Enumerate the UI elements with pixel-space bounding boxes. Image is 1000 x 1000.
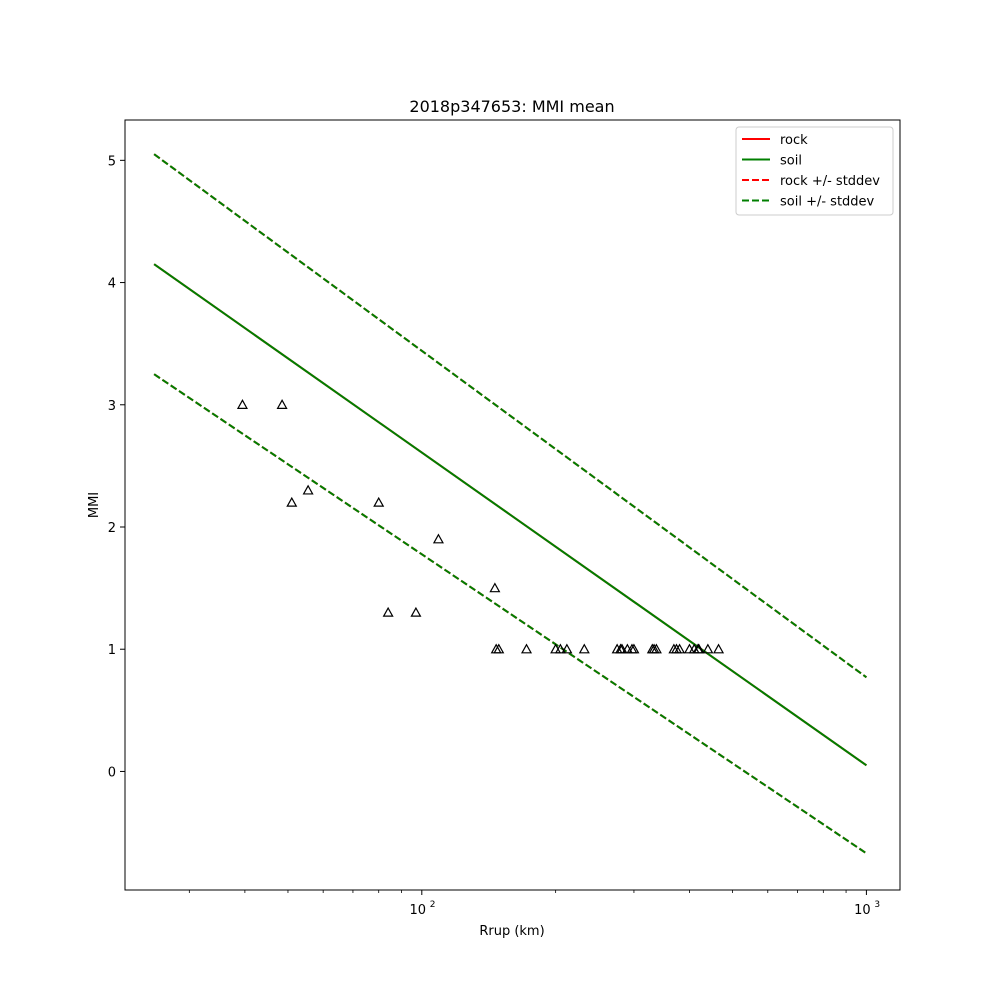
- y-tick-label: 5: [108, 154, 116, 169]
- legend-box: [735, 126, 894, 216]
- observation-point: [302, 484, 314, 495]
- observation-point: [561, 643, 573, 654]
- series-line-stddev-lower-5: [153, 373, 867, 855]
- y-tick-label: 1: [108, 643, 116, 658]
- observation-point: [373, 496, 385, 507]
- legend-label: rock: [780, 133, 808, 148]
- observation-point: [578, 643, 590, 654]
- observation-point: [382, 606, 394, 617]
- observation-point: [489, 582, 501, 593]
- y-tick-label: 3: [108, 399, 116, 414]
- observation-point: [554, 643, 566, 654]
- observation-point: [650, 643, 662, 654]
- observation-point: [432, 533, 444, 544]
- y-tick-label: 2: [108, 521, 116, 536]
- observation-point: [236, 399, 248, 409]
- legend-label: soil +/- stddev: [780, 195, 875, 210]
- legend: rock soil rock +/- stddev soil +/- stddev: [735, 126, 894, 216]
- observation-point: [521, 643, 533, 654]
- observation-point: [493, 643, 505, 654]
- plot-frame: [124, 119, 901, 891]
- series-line-soil-stddev-4: [153, 153, 868, 679]
- y-axis-label: MMI: [87, 492, 102, 518]
- legend-label: soil: [780, 154, 802, 169]
- observation-point: [693, 643, 705, 654]
- observation-point: [286, 496, 298, 507]
- x-axis-label: Rrup (km): [479, 924, 544, 939]
- observation-point: [276, 399, 288, 409]
- series-line-soil-1: [153, 263, 867, 767]
- series-line-stddev-lower-3: [153, 373, 867, 855]
- observation-point: [674, 643, 686, 654]
- observation-point: [713, 643, 725, 654]
- observation-point: [410, 606, 422, 617]
- x-tick-label: 10: [854, 903, 871, 918]
- chart-title: 2018p347653: MMI mean: [409, 97, 614, 116]
- observation-point: [628, 643, 640, 654]
- legend-label: rock +/- stddev: [780, 174, 880, 189]
- x-tick-exponent: 2: [430, 900, 436, 910]
- observation-point: [702, 643, 714, 654]
- y-tick-label: 4: [108, 277, 116, 292]
- x-tick-label: 10: [410, 903, 427, 918]
- y-tick-label: 0: [108, 765, 116, 780]
- x-tick-exponent: 3: [874, 900, 880, 910]
- observation-point: [616, 643, 628, 654]
